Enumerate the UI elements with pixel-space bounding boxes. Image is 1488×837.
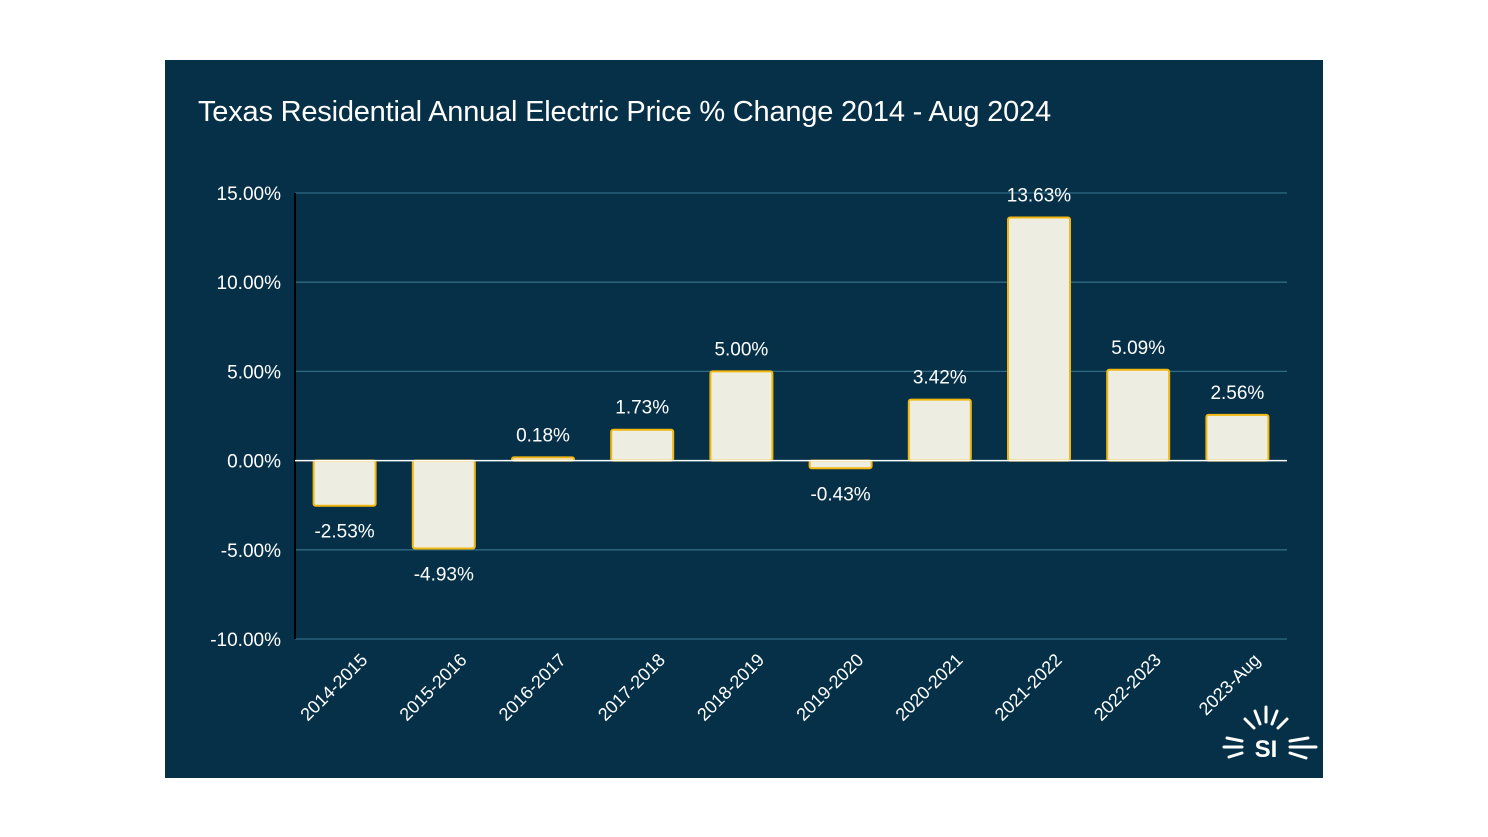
data-label: 5.09%: [1111, 338, 1165, 359]
y-tick-label: 15.00%: [217, 184, 282, 205]
data-label: -2.53%: [314, 522, 374, 543]
y-tick-label: -10.00%: [210, 630, 281, 651]
x-tick-label: 2016-2017: [495, 650, 570, 725]
chart-panel: Texas Residential Annual Electric Price …: [165, 60, 1323, 778]
x-tick-label: 2021-2022: [991, 650, 1066, 725]
bar-2017-2018: [610, 428, 675, 462]
chart-plot: 15.00% 10.00% 5.00% 0.00% -5.00% -10.00% -2.5…: [210, 184, 1287, 725]
bar-2014-2015: [312, 459, 377, 507]
chart-title: Texas Residential Annual Electric Price …: [198, 96, 1051, 128]
bar-2019-2020: [808, 459, 873, 470]
x-tick-label: 2019-2020: [792, 650, 867, 725]
data-label: 0.18%: [516, 425, 570, 446]
y-tick-label: -5.00%: [221, 541, 281, 562]
x-tick-label: 2020-2021: [892, 650, 967, 725]
x-tick-label: 2017-2018: [594, 650, 669, 725]
data-label: 13.63%: [1007, 185, 1072, 206]
bar-2021-2022: [1007, 216, 1071, 462]
y-tick-label: 5.00%: [227, 362, 281, 383]
y-tick-label: 10.00%: [217, 273, 282, 294]
x-tick-label: 2022-2023: [1090, 650, 1165, 725]
x-tick-label: 2014-2015: [296, 650, 371, 725]
bar-2015-2016: [411, 459, 476, 550]
data-label: 2.56%: [1210, 383, 1264, 404]
data-label: -4.93%: [414, 565, 474, 586]
x-tick-label: 2018-2019: [693, 650, 768, 725]
logo-text: SI: [1255, 736, 1278, 763]
y-tick-label: 0.00%: [227, 452, 281, 473]
sun-rays-icon: [1222, 705, 1318, 760]
data-label: 1.73%: [615, 398, 669, 419]
bar-2023-Aug: [1205, 413, 1270, 462]
data-label: 5.00%: [714, 339, 768, 360]
bar-2020-2021: [907, 398, 972, 462]
x-tick-label: 2015-2016: [396, 650, 471, 725]
si-logo: SI: [1222, 705, 1318, 763]
data-label: 3.42%: [913, 368, 967, 389]
data-label: -0.43%: [810, 484, 870, 505]
bar-2022-2023: [1106, 368, 1171, 462]
bar-2018-2019: [709, 370, 774, 462]
